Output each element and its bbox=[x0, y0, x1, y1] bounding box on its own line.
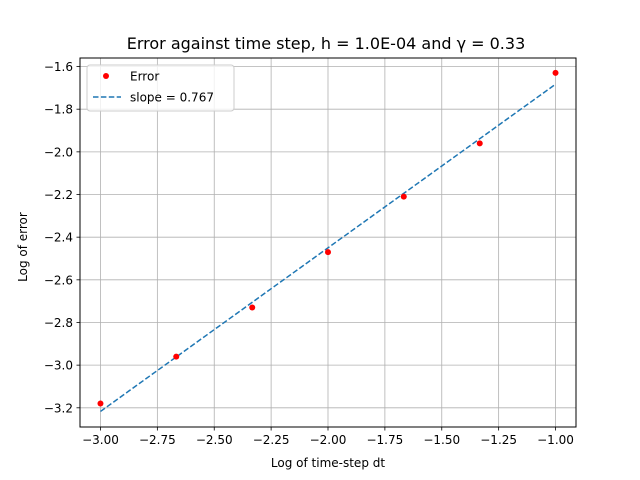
legend-error-label: Error bbox=[130, 70, 159, 84]
y-tick-label: −3.0 bbox=[44, 359, 73, 373]
y-tick-label: −3.2 bbox=[44, 401, 73, 415]
x-tick-label: −1.75 bbox=[366, 433, 403, 447]
legend-box bbox=[86, 64, 235, 112]
legend-slope-label: slope = 0.767 bbox=[130, 91, 214, 105]
y-axis-title: Log of error bbox=[16, 212, 30, 282]
x-tick-label: −2.75 bbox=[139, 433, 176, 447]
y-tick-label: −2.8 bbox=[44, 316, 73, 330]
error-point bbox=[97, 400, 104, 407]
x-axis-title: Log of time-step dt bbox=[271, 456, 385, 470]
error-points-group bbox=[97, 69, 559, 407]
y-tick-label: −1.8 bbox=[44, 103, 73, 117]
x-tick-label: −3.00 bbox=[82, 433, 119, 447]
error-point bbox=[400, 193, 407, 200]
x-tick-label: −2.00 bbox=[310, 433, 347, 447]
grid bbox=[80, 58, 576, 427]
chart-title: Error against time step, h = 1.0E-04 and… bbox=[127, 34, 526, 53]
x-tick-label: −1.25 bbox=[480, 433, 517, 447]
error-point bbox=[249, 304, 256, 311]
error-point bbox=[173, 353, 180, 360]
x-tick-label: −2.50 bbox=[196, 433, 233, 447]
fit-line bbox=[100, 83, 556, 413]
legend-error-marker bbox=[103, 73, 109, 79]
error-point bbox=[476, 140, 483, 147]
error-point bbox=[325, 249, 331, 256]
fit-line-group bbox=[100, 83, 556, 413]
y-tick-label: −1.6 bbox=[44, 60, 73, 74]
x-tick-label: −1.50 bbox=[423, 433, 460, 447]
legend: Error slope = 0.767 bbox=[86, 64, 235, 112]
x-tick-label: −1.00 bbox=[537, 433, 574, 447]
y-tick-label: −2.2 bbox=[44, 188, 73, 202]
error-point bbox=[552, 69, 559, 76]
y-tick-label: −2.6 bbox=[44, 273, 73, 287]
x-tick-label: −2.25 bbox=[253, 433, 290, 447]
y-tick-label: −2.0 bbox=[44, 145, 73, 159]
ticks: −3.00 −2.75 −2.50 −2.25 −2.00 −1.75 −1.50 −1.25… bbox=[44, 60, 574, 447]
y-tick-label: −2.4 bbox=[44, 231, 73, 245]
